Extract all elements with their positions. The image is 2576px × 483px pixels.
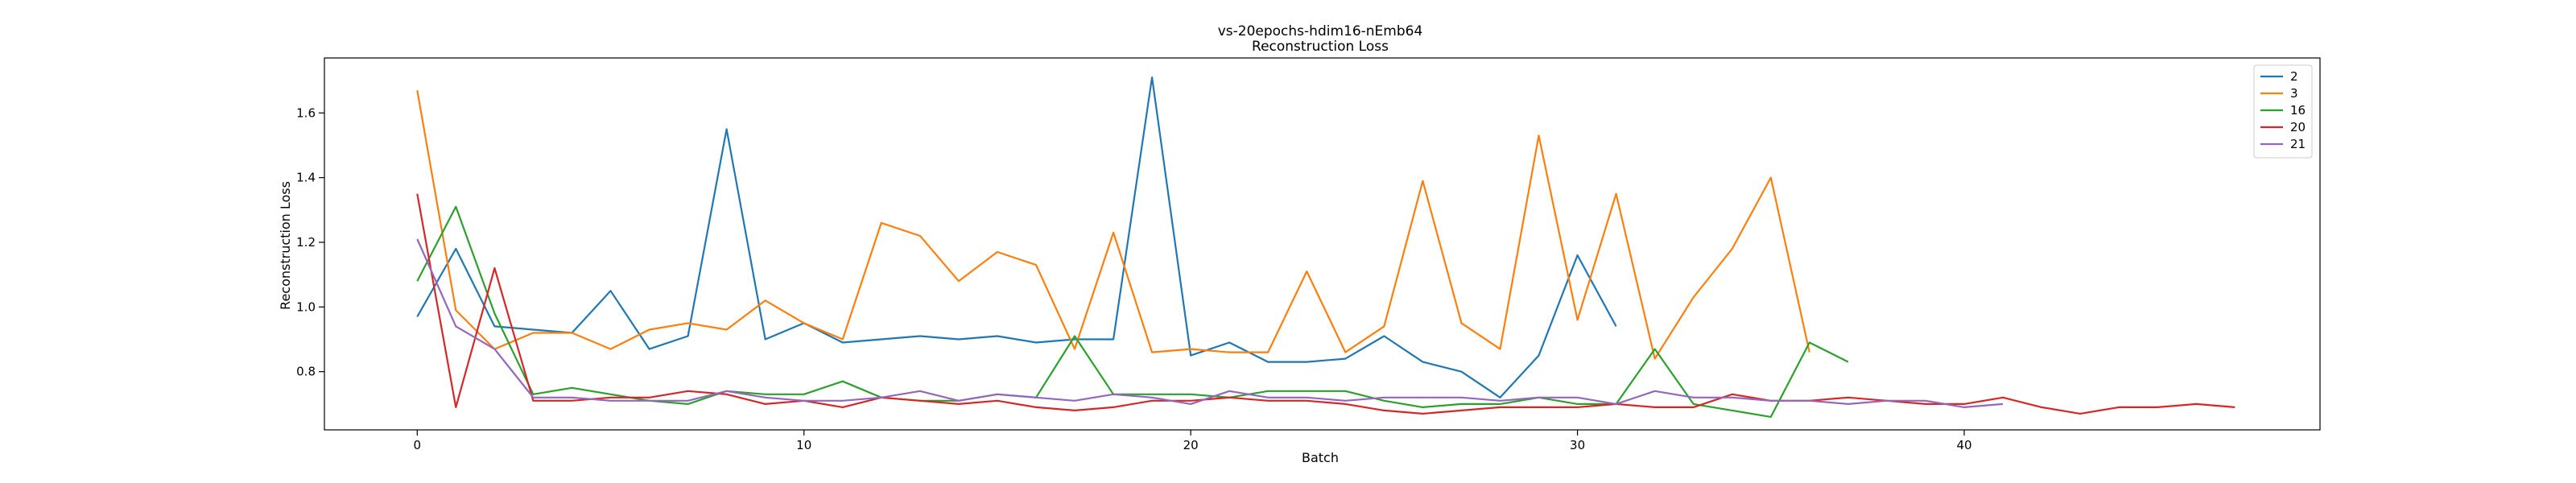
- x-tick-label: 0: [414, 438, 422, 452]
- legend-box: [2253, 64, 2313, 159]
- series-line-21: [416, 238, 2004, 408]
- legend-label-3: 3: [2290, 86, 2298, 101]
- plot-frame: [324, 57, 2321, 431]
- series-line-3: [416, 90, 1810, 360]
- x-tick-label: 10: [796, 438, 811, 452]
- legend-label-2: 2: [2290, 69, 2298, 84]
- legend-label-16: 16: [2290, 103, 2306, 118]
- plot-area: 0 10 20 30 40 0.8 1.0 1.2 1.4 1.6: [296, 57, 2321, 452]
- x-tick-label: 40: [1956, 438, 1971, 452]
- y-tick-label: 1.2: [296, 235, 316, 250]
- x-tick-label: 30: [1570, 438, 1585, 452]
- y-tick-label: 1.0: [296, 299, 316, 314]
- x-axis-title: Batch: [1302, 450, 1339, 465]
- y-axis-title: Reconstruction Loss: [278, 181, 293, 310]
- x-tick-label: 20: [1183, 438, 1199, 452]
- chart-subtitle: Reconstruction Loss: [1252, 39, 1389, 55]
- chart-title: vs-20epochs-hdim16-nEmb64: [1218, 23, 1423, 39]
- legend: 2 3 16 20 21: [2253, 64, 2313, 159]
- series-line-20: [416, 193, 2235, 415]
- legend-label-20: 20: [2290, 120, 2306, 134]
- y-tick-label: 1.6: [296, 105, 316, 120]
- series-line-2: [416, 76, 1617, 398]
- y-tick-label: 0.8: [296, 365, 316, 379]
- legend-label-21: 21: [2290, 137, 2306, 151]
- y-tick-label: 1.4: [296, 171, 316, 185]
